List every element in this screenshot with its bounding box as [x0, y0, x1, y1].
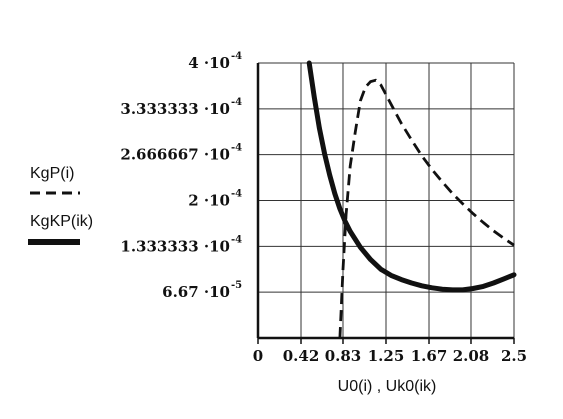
y-tick-label: 3.333333 ·10 — [120, 100, 230, 118]
y-tick-exponent: -5 — [231, 280, 242, 291]
y-tick-label: 4 ·10 — [188, 54, 230, 72]
legend-label-kgp: KgP(i) — [30, 165, 74, 182]
x-tick-label: 1.25 — [368, 347, 405, 365]
tick-labels: 0 0.42 0.83 1.25 1.67 2.08 2.5 6.67 ·10 -5 1.3333… — [120, 51, 527, 365]
x-tick-label: 2.5 — [501, 347, 527, 365]
grid — [258, 62, 515, 338]
y-tick-label: 6.67 ·10 — [162, 283, 230, 301]
y-tick-exponent: -4 — [231, 189, 242, 200]
series-line-kgp — [338, 78, 515, 339]
x-axis-title: U0(i) , Uk0(ik) — [338, 378, 437, 395]
x-tick-label: 2.08 — [453, 347, 490, 365]
x-tick-label: 0 — [253, 347, 263, 365]
y-tick-exponent: -4 — [231, 234, 242, 245]
series-group — [306, 60, 517, 339]
y-tick-exponent: -4 — [231, 51, 242, 62]
y-tick-exponent: -4 — [231, 97, 242, 108]
y-tick-label: 2 ·10 — [188, 192, 230, 210]
x-tick-label: 1.67 — [411, 347, 448, 365]
y-tick-label: 2.666667 ·10 — [120, 146, 230, 164]
y-tick-label: 1.333333 ·10 — [120, 237, 230, 255]
axes — [256, 63, 515, 344]
legend: KgP(i) KgKP(ik) — [28, 165, 93, 245]
x-tick-label: 0.83 — [325, 347, 362, 365]
series-line-kgkp — [306, 60, 517, 293]
x-tick-label: 0.42 — [283, 347, 320, 365]
legend-label-kgkp: KgKP(ik) — [30, 213, 93, 230]
y-tick-exponent: -4 — [231, 143, 242, 154]
